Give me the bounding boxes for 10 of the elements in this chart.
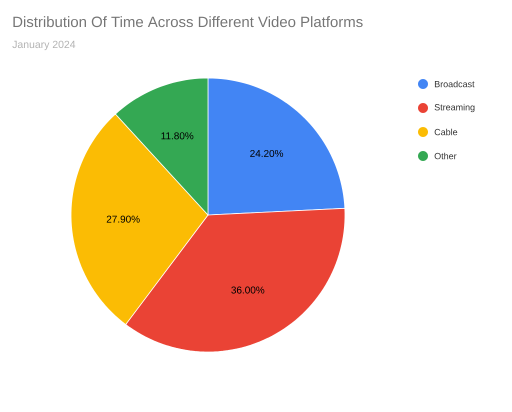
legend-label: Streaming	[434, 104, 474, 112]
legend-label: Cable	[434, 128, 458, 136]
data-label: 11.80%	[161, 132, 194, 140]
chart-subtitle: January 2024	[12, 40, 76, 50]
legend-label: Broadcast	[434, 80, 474, 88]
legend-label: Other	[434, 152, 456, 160]
data-label: 24.20%	[250, 150, 284, 158]
data-label: 36.00%	[231, 286, 264, 294]
chart-title: Distribution Of Time Across Different Video Platforms	[13, 16, 363, 28]
data-label: 27.90%	[106, 216, 140, 223]
